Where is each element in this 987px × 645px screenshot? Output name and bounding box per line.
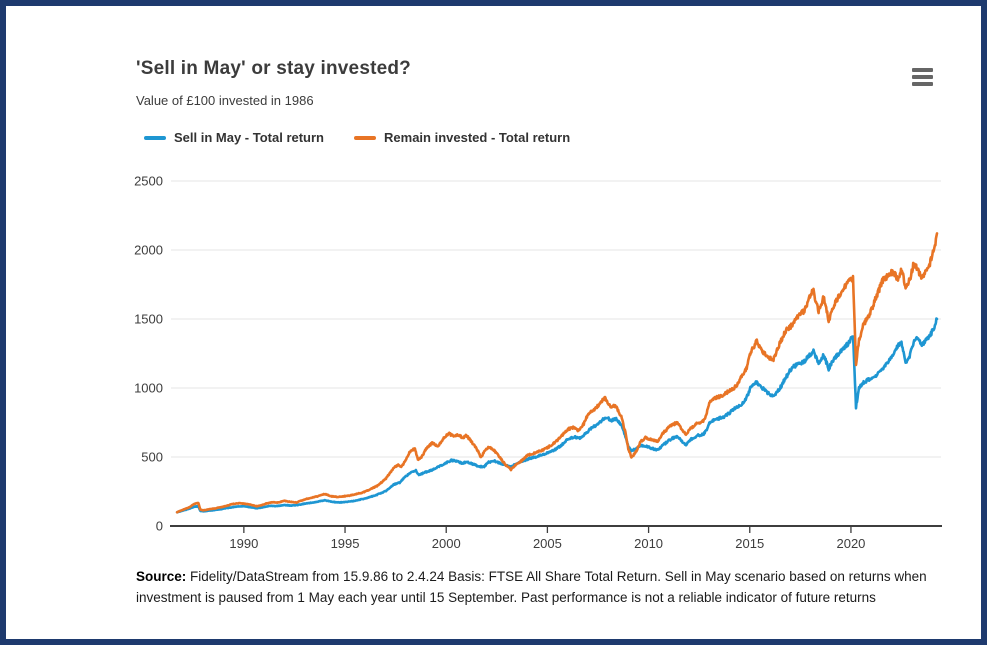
hamburger-icon [912, 81, 933, 86]
svg-text:500: 500 [141, 450, 163, 465]
svg-text:1000: 1000 [134, 381, 163, 396]
svg-text:2005: 2005 [533, 536, 562, 551]
legend-marker-orange-icon [354, 135, 377, 140]
legend: Sell in May - Total return Remain invest… [144, 130, 570, 145]
svg-text:2000: 2000 [134, 243, 163, 258]
svg-text:0: 0 [156, 519, 163, 534]
page-title: 'Sell in May' or stay invested? [136, 58, 411, 79]
svg-text:2015: 2015 [735, 536, 764, 551]
svg-text:2010: 2010 [634, 536, 663, 551]
svg-text:2500: 2500 [134, 174, 163, 189]
legend-marker-blue-icon [144, 135, 166, 140]
hamburger-icon [912, 67, 933, 72]
hamburger-icon [912, 74, 933, 79]
line-chart: 0 500 1000 1500 2000 2500 1990 1995 2000 2005 2010… [134, 174, 942, 551]
source-label: Source: [136, 569, 187, 584]
chart-subtitle: Value of £100 invested in 1986 [136, 93, 314, 108]
svg-text:1990: 1990 [229, 536, 258, 551]
svg-text:2000: 2000 [432, 536, 461, 551]
source-text: Fidelity/DataStream from 15.9.86 to 2.4.… [136, 569, 927, 605]
legend-item-remain-invested[interactable]: Remain invested - Total return [354, 130, 570, 145]
legend-label: Sell in May - Total return [174, 130, 325, 145]
svg-text:1995: 1995 [331, 536, 360, 551]
svg-text:2020: 2020 [836, 536, 865, 551]
legend-label: Remain invested - Total return [384, 130, 571, 145]
legend-item-sell-in-may[interactable]: Sell in May - Total return [144, 130, 324, 145]
svg-text:1500: 1500 [134, 312, 163, 327]
chart-context-menu-button[interactable] [907, 63, 939, 93]
source-note: Source: Fidelity/DataStream from 15.9.86… [136, 567, 934, 609]
